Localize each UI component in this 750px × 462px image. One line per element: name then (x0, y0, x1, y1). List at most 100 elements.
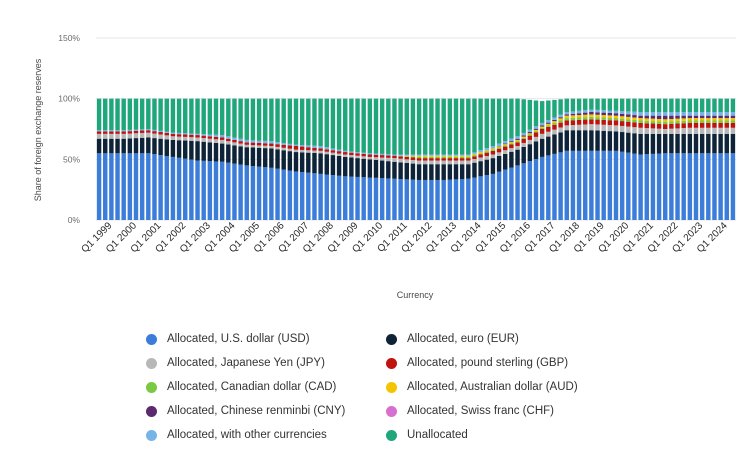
legend-item[interactable]: Allocated, Australian dollar (AUD) (386, 378, 626, 396)
bar-segment (429, 154, 434, 156)
bar-segment (552, 122, 557, 125)
bar-segment (693, 122, 699, 128)
bar-segment (583, 117, 588, 120)
bar-segment (127, 98, 133, 130)
bar-segment (675, 133, 680, 154)
bar-segment (361, 98, 366, 153)
bar-segment (601, 115, 606, 118)
bar-segment (398, 179, 403, 220)
bar-segment (176, 140, 182, 158)
bar-segment (472, 152, 477, 154)
bar-segment (232, 139, 237, 143)
bar-segment (681, 118, 686, 121)
bar-segment (730, 127, 736, 134)
legend-item[interactable]: Unallocated (386, 426, 626, 444)
bar-segment (533, 128, 539, 130)
bar-segment (681, 128, 686, 134)
bar-segment (139, 129, 145, 131)
bar-segment (515, 98, 520, 137)
legend-item[interactable]: Allocated, pound sterling (GBP) (386, 354, 626, 372)
bar-segment (410, 155, 416, 157)
bar-segment (324, 151, 329, 155)
bar-segment (312, 145, 317, 148)
bar-segment (632, 119, 637, 123)
legend-item[interactable]: Allocated, Canadian dollar (CAD) (146, 378, 386, 396)
bar-segment (595, 109, 600, 113)
bar-segment (601, 130, 606, 151)
bar-segment (386, 178, 391, 220)
bar-segment (552, 124, 557, 130)
bar-segment (441, 158, 446, 161)
bar-segment (312, 152, 317, 174)
legend-label: Allocated, Canadian dollar (CAD) (167, 381, 337, 393)
bar-segment (712, 153, 717, 220)
bar-segment (447, 98, 453, 155)
bar-segment (515, 139, 520, 142)
bar-segment (613, 120, 619, 126)
bar-segment (219, 135, 225, 138)
bar-segment (527, 139, 533, 145)
legend-item[interactable]: Allocated, with other currencies (146, 426, 386, 444)
bar-segment (490, 145, 496, 149)
legend-item[interactable]: Allocated, U.S. dollar (USD) (146, 330, 386, 348)
bar-segment (687, 127, 693, 134)
bar-segment (336, 153, 342, 156)
bar-segment (429, 155, 434, 157)
bar-segment (293, 171, 299, 220)
bar-segment (367, 177, 373, 220)
bar-segment (96, 131, 102, 134)
legend-label: Allocated, euro (EUR) (407, 333, 519, 345)
bar-segment (336, 156, 342, 176)
bar-segment (496, 148, 502, 153)
legend-swatch (146, 381, 157, 393)
bar-segment (103, 153, 108, 220)
bar-segment (269, 141, 274, 144)
bar-segment (552, 153, 557, 220)
bar-segment (306, 145, 311, 148)
bar-segment (558, 127, 563, 133)
bar-segment (318, 173, 323, 220)
legend-item[interactable]: Allocated, Chinese renminbi (CNY) (146, 402, 386, 420)
legend-item[interactable]: Allocated, euro (EUR) (386, 330, 626, 348)
bar-segment (638, 118, 643, 121)
bar-segment (343, 156, 348, 177)
bar-segment (416, 158, 422, 161)
bar-segment (170, 136, 176, 140)
legend-swatch (386, 429, 397, 441)
legend-item[interactable]: Allocated, Japanese Yen (JPY) (146, 354, 386, 372)
y-axis-title: Share of foreign exchange reserves (33, 58, 43, 201)
bar-segment (687, 122, 693, 128)
bar-segment (687, 98, 693, 113)
bar-segment (515, 145, 520, 150)
bar-segment (287, 143, 293, 146)
bar-segment (96, 133, 102, 139)
bar-segment (318, 145, 323, 149)
bar-segment (423, 160, 428, 165)
bar-segment (718, 118, 723, 121)
bar-segment (589, 114, 594, 117)
bar-segment (718, 112, 723, 116)
bar-segment (453, 155, 459, 157)
bar-segment (712, 120, 717, 123)
bar-segment (299, 146, 305, 150)
legend-item[interactable]: Allocated, Swiss franc (CHF) (386, 402, 626, 420)
bar-segment (576, 130, 582, 151)
bar-segment (109, 133, 114, 139)
bar-segment (423, 164, 428, 180)
bar-segment (226, 141, 231, 145)
bar-segment (509, 138, 514, 142)
bar-segment (336, 149, 342, 152)
bar-segment (496, 156, 502, 172)
bar-segment (250, 166, 256, 220)
bar-segment (447, 160, 453, 165)
bar-segment (392, 161, 397, 179)
bar-segment (583, 98, 588, 111)
bar-segment (121, 98, 126, 131)
bar-segment (724, 112, 729, 116)
bar-segment (478, 152, 483, 154)
bar-segment (663, 112, 668, 116)
bar-segment (158, 155, 163, 220)
bar-segment (281, 169, 286, 220)
bar-segment (669, 153, 674, 220)
bar-segment (183, 158, 188, 220)
